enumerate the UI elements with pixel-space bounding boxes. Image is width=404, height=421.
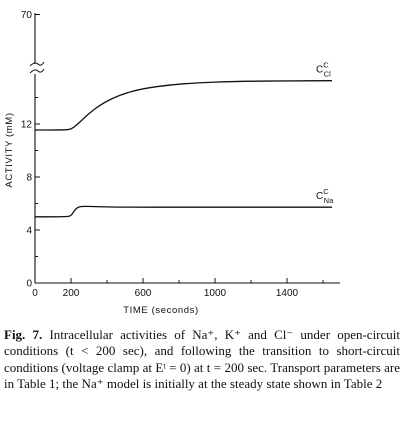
x-axis-title: TIME (seconds) xyxy=(123,305,198,316)
x-tick-label: 0 xyxy=(32,288,38,299)
activity-time-chart: 020060010001400048127074TIME (seconds)AC… xyxy=(4,10,340,316)
x-tick-label: 1400 xyxy=(276,288,299,299)
series-label: CC Na xyxy=(316,187,334,205)
y-tick-label: 0 xyxy=(26,279,32,290)
x-tick-label: 600 xyxy=(135,288,152,299)
x-tick-label: 1000 xyxy=(204,288,227,299)
caption-text: Intracellular activities of Na⁺, K⁺ and … xyxy=(4,327,401,392)
caption-label: Fig. 7. xyxy=(4,327,43,342)
y-tick-label: 4 xyxy=(26,226,32,237)
y-axis-title: ACTIVITY (mM) xyxy=(4,112,15,187)
y-axis-break-mark-top xyxy=(29,61,45,67)
series-line xyxy=(35,80,333,131)
y-axis-break-mark-bottom xyxy=(29,68,45,74)
series-line xyxy=(35,205,332,218)
y-tick-label: 8 xyxy=(26,173,32,184)
y-tick-label: 12 xyxy=(21,120,33,131)
y-tick-label: 70 xyxy=(21,10,33,21)
series-label: CC Cl xyxy=(316,61,331,79)
figure-caption: Fig. 7. Intracellular activities of Na⁺,… xyxy=(4,327,400,393)
x-tick-label: 200 xyxy=(63,288,80,299)
chart-figure: 020060010001400048127074TIME (seconds)AC… xyxy=(4,10,340,316)
